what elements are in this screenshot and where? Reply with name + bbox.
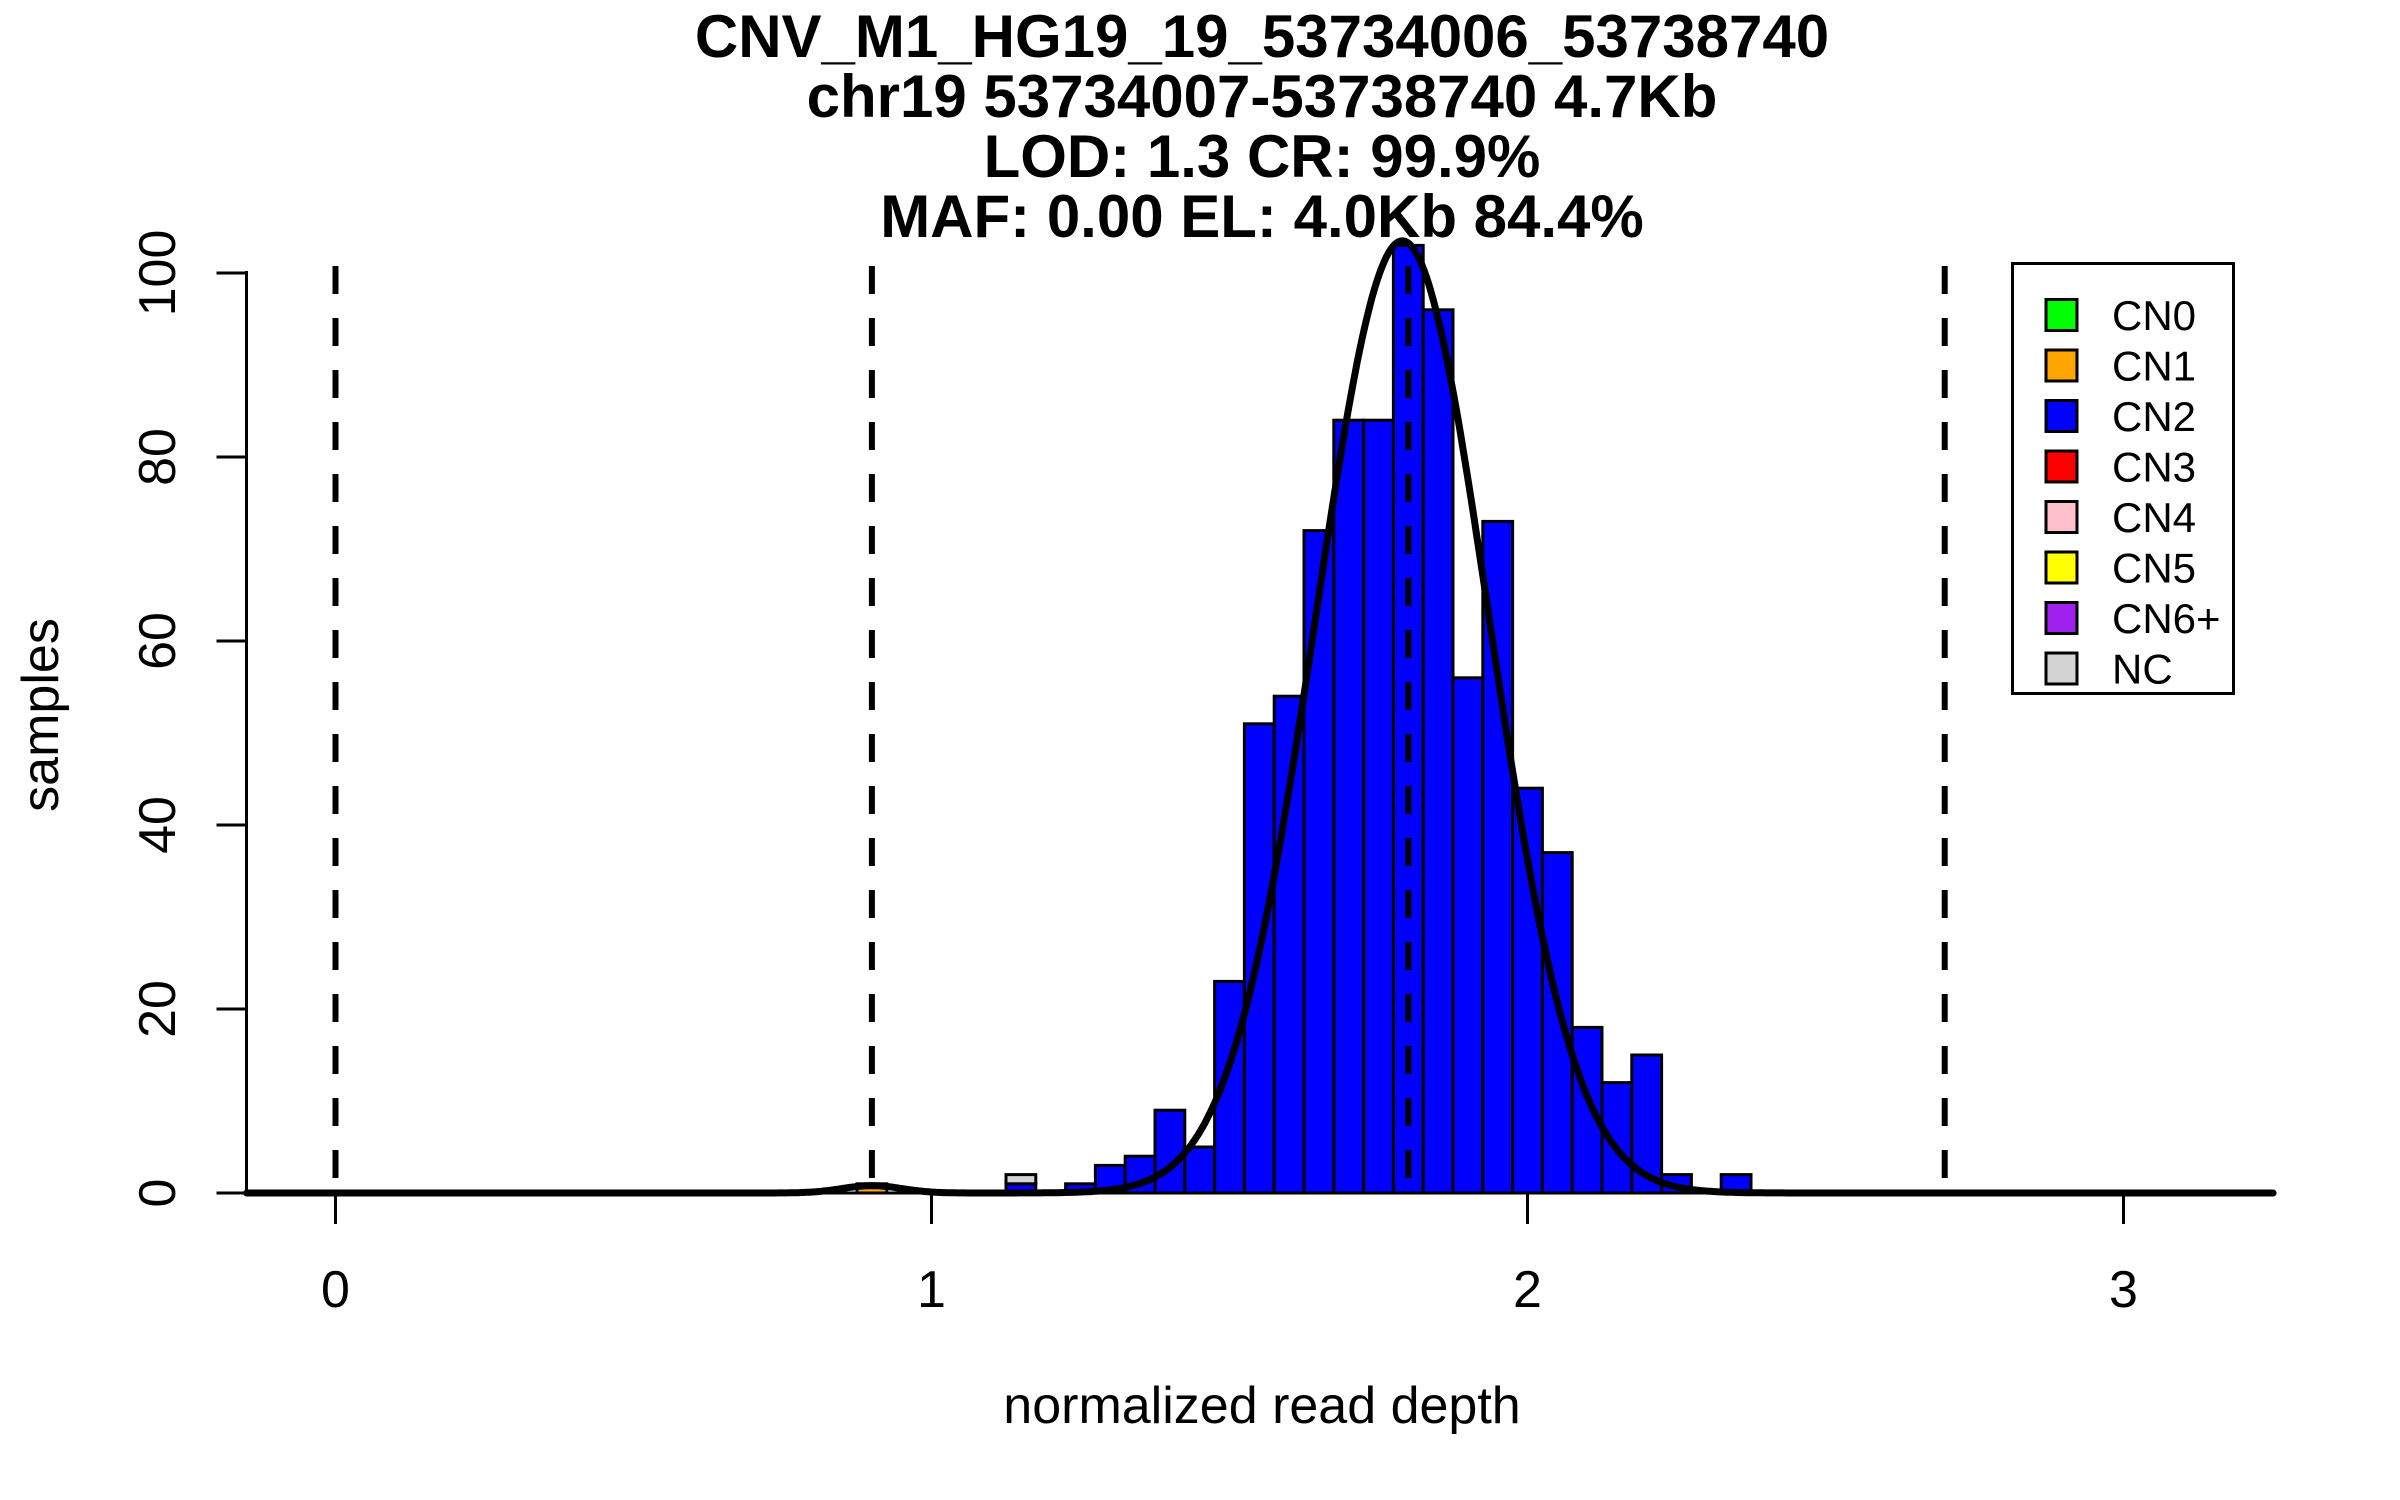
plot-title-line1: CNV_M1_HG19_19_53734006_53738740: [695, 3, 1829, 70]
histogram-bar-segment-CN2: [1570, 1025, 1604, 1195]
histogram-bar-segment-CN2: [1302, 529, 1336, 1195]
histogram-bar-segment-CN2: [1540, 851, 1574, 1195]
legend-label-CN4: CN4: [2112, 494, 2196, 541]
legend-label-CN0: CN0: [2112, 292, 2196, 339]
histogram-bar-segment-CN2: [1451, 676, 1485, 1195]
histogram-bar-segment-CN2: [1362, 418, 1395, 1195]
y-tick-label: 20: [129, 980, 187, 1038]
histogram-bar-segment-CN2: [1153, 1108, 1187, 1195]
x-tick-label: 2: [1513, 1261, 1542, 1319]
plot-title-line4: MAF: 0.00 EL: 4.0Kb 84.4%: [880, 183, 1644, 250]
legend-swatch-CN0: [2044, 298, 2079, 332]
axes: 0 20 40 60 80 100 0 1 2 3: [129, 230, 2273, 1319]
legend-label-CN5: CN5: [2112, 545, 2196, 592]
legend-swatch-CN3: [2044, 449, 2079, 484]
legend-label-CN6+: CN6+: [2112, 595, 2221, 642]
legend-label-CN2: CN2: [2112, 393, 2196, 440]
histogram-bar-segment-CN2: [1332, 418, 1366, 1195]
legend-swatch-CN2: [2044, 399, 2079, 433]
y-tick-label: 60: [129, 612, 187, 670]
histogram-bar-segment-CN2: [1183, 1145, 1217, 1195]
plot-title: CNV_M1_HG19_19_53734006_53738740 chr19 5…: [695, 3, 1829, 250]
legend-swatch-CN6+: [2044, 601, 2079, 635]
x-axis-title: normalized read depth: [1003, 1377, 1520, 1435]
legend-swatch-CN1: [2044, 348, 2079, 383]
legend-swatch-CN5: [2044, 550, 2079, 585]
histogram-bar-segment-CN2: [1421, 308, 1455, 1195]
x-tick-label: 3: [2109, 1261, 2138, 1319]
histogram-bars: [855, 243, 1753, 1195]
histogram-bar-segment-CN2: [1213, 979, 1246, 1195]
legend-label-CN1: CN1: [2112, 343, 2196, 390]
y-tick-label: 100: [129, 230, 187, 317]
copy-number-guide-lines: [332, 266, 1948, 1190]
legend-swatch-NC: [2044, 651, 2079, 686]
histogram-bar-segment-NC: [1004, 1173, 1038, 1186]
legend-label-CN3: CN3: [2112, 444, 2196, 491]
y-tick-label: 0: [129, 1179, 187, 1208]
y-axis-title: samples: [12, 618, 70, 812]
x-tick-label: 1: [917, 1261, 946, 1319]
y-tick-label: 40: [129, 796, 187, 854]
x-tick-label: 0: [321, 1261, 350, 1319]
plot-title-line3: LOD: 1.3 CR: 99.9%: [984, 123, 1541, 190]
legend-label-NC: NC: [2112, 646, 2173, 693]
legend-swatch-CN4: [2044, 500, 2079, 534]
histogram-bar-segment-CN2: [1481, 519, 1515, 1195]
y-tick-label: 80: [129, 428, 187, 486]
plot-title-line2: chr19 53734007-53738740 4.7Kb: [807, 63, 1718, 130]
